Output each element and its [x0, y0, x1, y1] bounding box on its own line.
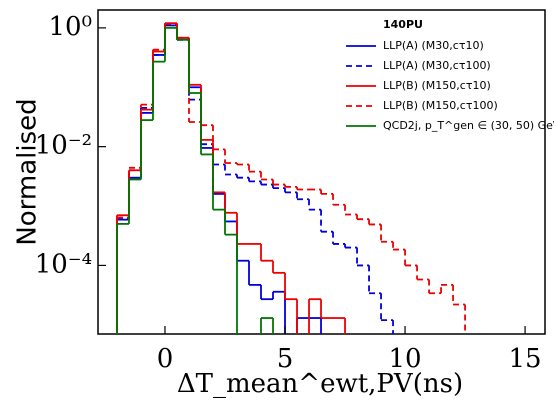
y-axis-label: Normalised: [13, 98, 43, 245]
legend-label: LLP(A) (M30,cτ100): [383, 59, 491, 72]
legend-label: LLP(A) (M30,cτ10): [383, 39, 484, 52]
y-tick-label: 10⁰: [48, 12, 92, 42]
y-tick-label: 10⁻⁴: [35, 249, 92, 279]
x-tick-label: 5: [277, 344, 294, 374]
x-axis-label: ΔT_mean^ewt,PV(ns): [177, 369, 463, 399]
legend-label: QCD2j, p_T^gen ∈ (30, 50) GeV: [383, 119, 554, 132]
legend-label: LLP(B) (M150,cτ100): [383, 99, 498, 112]
x-tick-label: 10: [388, 344, 421, 374]
plot-area: [116, 22, 466, 334]
x-tick-label: 15: [509, 344, 542, 374]
legend-label: LLP(B) (M150,cτ10): [383, 79, 491, 92]
y-tick-label: 10⁻²: [35, 131, 92, 161]
x-tick-label: 0: [157, 344, 174, 374]
legend-title: 140PU: [383, 18, 423, 31]
